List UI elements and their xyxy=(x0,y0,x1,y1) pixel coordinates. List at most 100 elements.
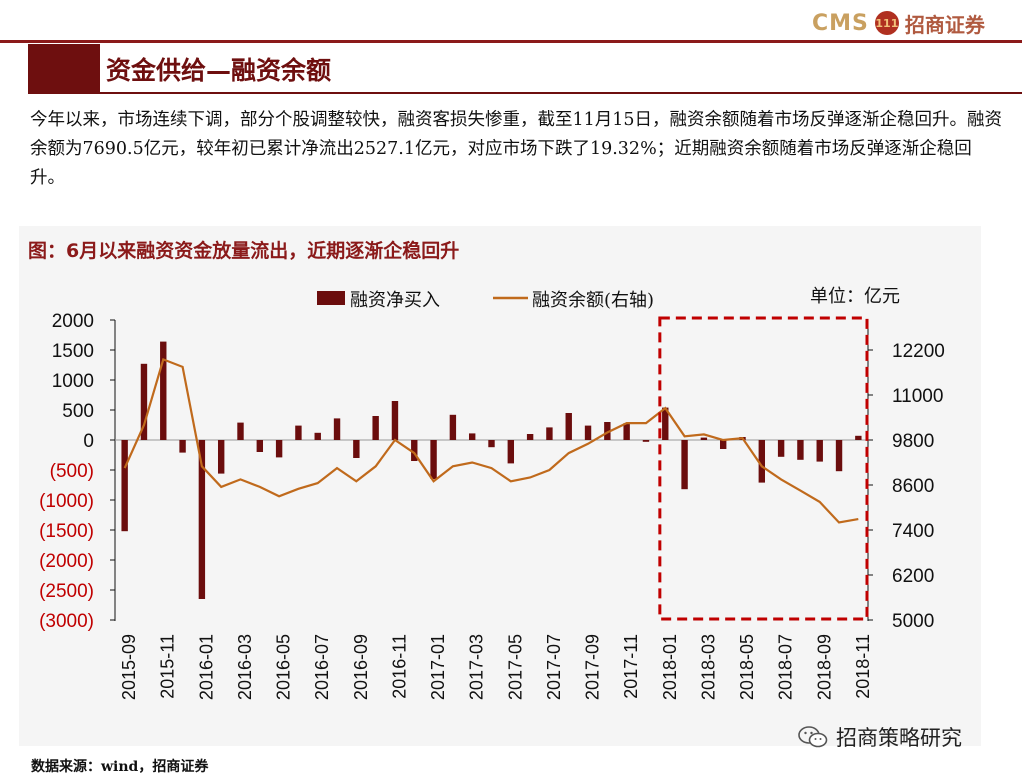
left-axis-tick-label: (3000) xyxy=(39,611,94,632)
bar xyxy=(777,440,785,457)
bar xyxy=(662,407,669,440)
x-axis-ticks: 2015-09 2015-11 2016-01 2016-03 2016-05 2016-… xyxy=(119,634,873,700)
x-axis-tick-label: 2016-07 xyxy=(312,634,332,700)
logo-cms-text: CMS xyxy=(812,10,869,36)
right-axis-ticks: 12200 11000 9800 8600 7400 6200 5000 xyxy=(868,341,945,632)
x-axis-tick-label: 2017-11 xyxy=(621,634,641,699)
x-axis-tick-label: 2018-09 xyxy=(814,634,834,700)
bar xyxy=(546,427,553,440)
bar xyxy=(237,422,244,440)
right-axis-tick-label: 9800 xyxy=(892,431,934,452)
bar xyxy=(681,440,688,490)
bar xyxy=(623,423,630,440)
bar xyxy=(391,401,399,440)
bar xyxy=(198,440,206,599)
bar xyxy=(256,440,264,452)
title-divider xyxy=(28,92,1022,94)
top-rule xyxy=(0,40,1022,43)
x-axis-tick-label: 2015-09 xyxy=(119,634,139,700)
x-axis-tick-label: 2016-09 xyxy=(351,634,371,700)
bar xyxy=(526,434,534,440)
source-note: 数据来源：wind，招商证券 xyxy=(31,759,209,775)
right-axis-tick-label: 6200 xyxy=(892,566,934,587)
left-axis-tick-label: 1500 xyxy=(52,341,94,362)
left-axis-tick-label: (2500) xyxy=(39,581,94,602)
x-axis-tick-label: 2017-03 xyxy=(467,634,487,700)
bar xyxy=(160,341,167,440)
x-axis-tick-label: 2018-03 xyxy=(698,634,718,700)
bar xyxy=(140,363,148,440)
left-axis-ticks: 2000 1500 1000 500 0 (500) (1000) (1500) (2000) (… xyxy=(39,311,115,632)
bar xyxy=(604,422,611,440)
x-axis-tick-label: 2018-01 xyxy=(660,634,680,700)
balance-line xyxy=(123,357,859,524)
x-axis-tick-label: 2015-11 xyxy=(158,634,178,699)
bar xyxy=(411,440,418,461)
bar xyxy=(507,440,515,464)
watermark-text: 招商策略研究 xyxy=(836,726,962,750)
bar-series xyxy=(121,341,862,599)
left-axis-tick-label: (1000) xyxy=(39,491,94,512)
bar xyxy=(758,440,766,483)
highlight-box xyxy=(658,316,869,621)
x-axis-tick-label: 2018-07 xyxy=(776,634,796,700)
legend-line-label: 融资余额(右轴) xyxy=(532,290,654,311)
left-axis-tick-label: (1500) xyxy=(39,521,94,542)
bar xyxy=(430,440,437,479)
x-axis-tick-label: 2017-09 xyxy=(583,634,603,700)
cms-logo: CMS 111 招商证券 xyxy=(812,8,985,38)
bar xyxy=(719,440,727,449)
left-axis-tick-label: 500 xyxy=(62,401,94,422)
left-axis-tick-label: 1000 xyxy=(52,371,94,392)
right-axis-tick-label: 8600 xyxy=(892,476,934,497)
bar xyxy=(179,440,186,453)
bar xyxy=(642,440,650,442)
legend-bar-swatch xyxy=(317,291,345,305)
x-axis-tick-label: 2018-11 xyxy=(853,634,873,699)
bar xyxy=(372,416,379,440)
left-axis-tick-label: 0 xyxy=(83,431,94,452)
x-axis-tick-label: 2017-05 xyxy=(505,634,525,700)
bar xyxy=(121,440,128,532)
x-axis-tick-label: 2016-05 xyxy=(274,634,294,700)
bar xyxy=(217,440,225,474)
bar xyxy=(565,413,572,440)
x-axis-tick-label: 2017-01 xyxy=(428,634,448,700)
left-axis-tick-label: (500) xyxy=(50,461,94,482)
bar xyxy=(353,440,360,458)
x-axis-tick-label: 2016-03 xyxy=(235,634,255,700)
bar xyxy=(797,440,804,460)
unit-label: 单位：亿元 xyxy=(810,286,900,307)
bar xyxy=(333,418,341,440)
wechat-icon xyxy=(798,726,828,748)
x-axis-tick-label: 2017-07 xyxy=(544,634,564,700)
bar xyxy=(449,414,457,440)
watermark: 招商策略研究 xyxy=(798,722,962,752)
description-paragraph: 今年以来，市场连续下调，部分个股调整较快，融资客损失惨重，截至11月15日，融资… xyxy=(30,110,1003,188)
bar xyxy=(700,437,708,440)
right-axis-tick-label: 11000 xyxy=(892,386,943,407)
bar xyxy=(855,435,862,440)
bar xyxy=(275,440,283,458)
x-axis-tick-label: 2016-11 xyxy=(389,634,409,699)
x-axis-tick-label: 2018-05 xyxy=(737,634,757,700)
bar xyxy=(835,440,843,472)
right-axis-tick-label: 7400 xyxy=(892,521,934,542)
right-axis-tick-label: 12200 xyxy=(892,341,945,362)
page-title: 资金供给—融资余额 xyxy=(106,56,332,85)
right-axis-tick-label: 5000 xyxy=(892,611,934,632)
left-axis-tick-label: (2000) xyxy=(39,551,94,572)
bar xyxy=(468,433,476,440)
chart-legend: 融资净买入 融资余额(右轴) 单位：亿元 xyxy=(317,286,900,311)
chart-panel xyxy=(19,226,981,746)
title-accent-block xyxy=(28,44,100,92)
logo-badge-icon: 111 xyxy=(874,11,899,35)
legend-bar-label: 融资净买入 xyxy=(350,290,440,311)
bar xyxy=(488,440,495,448)
bar xyxy=(295,425,302,440)
bar xyxy=(584,425,592,440)
logo-cn-text: 招商证券 xyxy=(904,12,985,37)
bar xyxy=(314,432,321,440)
x-axis-tick-label: 2016-01 xyxy=(196,634,216,700)
